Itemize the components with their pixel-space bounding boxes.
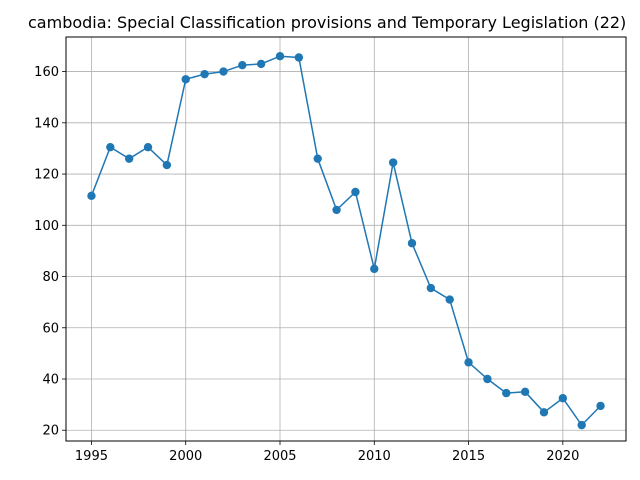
data-point [407,239,417,248]
data-point [313,154,322,163]
data-point [332,205,341,215]
data-point [520,387,530,397]
data-point [388,158,398,167]
data-points [87,52,605,430]
data-point [577,420,586,430]
y-tick-label: 80 [42,270,59,285]
chart-title: cambodia: Special Classification provisi… [28,13,626,32]
data-point [483,374,492,384]
data-point [445,295,454,304]
data-point [502,388,511,398]
data-point [370,264,379,274]
data-point [181,75,190,84]
x-tick-label: 2005 [263,449,296,464]
data-point [143,142,153,152]
series-line [90,55,602,426]
y-tick-label: 120 [34,168,59,183]
data-point [256,59,266,69]
y-tick-label: 40 [42,373,59,388]
grid [66,37,626,441]
axes-frame [65,36,627,442]
y-tick-label: 60 [42,321,59,336]
data-point [219,67,228,76]
data-point [238,60,247,70]
x-tick-label: 2015 [452,449,485,464]
x-tick-label: 1995 [75,449,108,464]
data-point [87,191,96,201]
data-point [294,53,304,62]
data-point [200,69,209,79]
data-point [351,187,360,197]
x-tick-label: 2000 [169,449,202,464]
data-point [162,160,172,170]
data-point [106,142,115,152]
y-tick-label: 140 [34,116,59,131]
data-point [596,401,605,411]
data-point [464,358,473,367]
x-tick-label: 2010 [358,449,391,464]
data-point [426,283,436,293]
y-tick-label: 100 [34,219,59,234]
x-tick-label: 2020 [546,449,579,464]
y-axis-ticks: 20 40 60 80 100 120 140 160 [34,65,66,439]
y-tick-label: 20 [42,424,59,439]
data-point [275,52,285,61]
data-point [558,394,568,403]
series-line-layer [90,55,602,426]
y-tick-label: 160 [34,65,59,80]
data-point [539,408,549,417]
x-axis-ticks: 1995 2000 2005 2010 2015 2020 [75,441,579,464]
data-point [124,154,134,163]
